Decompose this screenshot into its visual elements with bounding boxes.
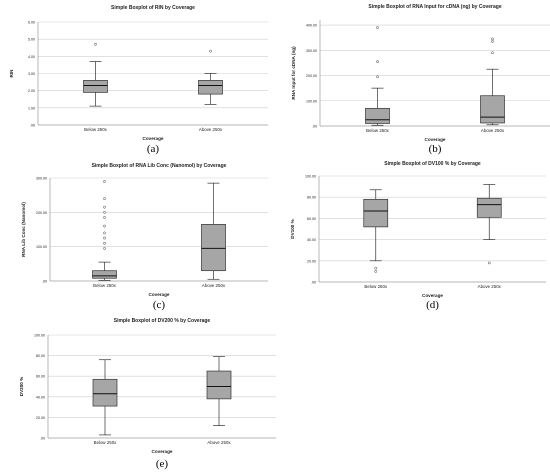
boxplot-panel-5: .00 20.00 40.00 60.00 80.00 100.00 Simple Boxp… — [19, 318, 276, 470]
panel-label: (a) — [147, 143, 160, 155]
outlier-point — [103, 241, 106, 245]
boxplot-panel-2: .00 100.00 200.00 300.00 400.00 Simple Boxplo… — [291, 4, 550, 155]
chart-title: Simple Boxplot of DV200 % by Coverage — [114, 318, 211, 324]
y-tick-label: 40.00 — [36, 395, 45, 399]
y-tick-label: 100.00 — [306, 99, 317, 103]
boxplot-panel-1: .00 1.00 2.00 3.00 4.00 5.00 6.00 Simple Boxplo… — [9, 5, 268, 155]
outlier-point — [376, 26, 379, 29]
y-tick-label: 2.00 — [28, 89, 35, 93]
x-tick-label: Above 250x — [199, 127, 223, 132]
y-tick-label: 100.00 — [34, 334, 45, 338]
x-tick-label: Above 250x — [207, 440, 231, 445]
outlier-point — [491, 40, 494, 43]
y-tick-label: 20.00 — [307, 259, 316, 263]
x-tick-label: Above 250x — [478, 284, 502, 289]
panel-label: (b) — [429, 143, 442, 155]
outlier-point — [94, 42, 97, 46]
x-axis-label: Coverage — [422, 293, 443, 298]
x-tick-label: Below 250x — [364, 284, 388, 289]
y-tick-label: 80.00 — [307, 196, 316, 200]
y-tick-label: 5.00 — [28, 38, 35, 42]
y-tick-label: 4.00 — [28, 55, 35, 59]
x-tick-label: Above 250x — [202, 283, 226, 288]
outlier-point — [103, 224, 106, 228]
y-tick-label: .00 — [311, 281, 316, 285]
iqr-box — [83, 80, 108, 93]
x-tick-label: Above 250x — [481, 128, 505, 133]
outlier-point — [491, 37, 494, 41]
boxplot-panel-4: .00 20.00 40.00 60.00 80.00 100.00 Simple Boxp… — [290, 161, 546, 311]
iqr-box — [206, 370, 232, 400]
iqr-box — [92, 378, 118, 407]
panel-label: (d) — [426, 299, 439, 311]
x-tick-label: Below 250x — [93, 283, 117, 288]
outlier-point — [103, 205, 106, 209]
iqr-box — [201, 224, 226, 272]
y-tick-label: 6.00 — [28, 21, 35, 25]
outlier-point — [376, 60, 379, 63]
outlier-point — [103, 231, 106, 235]
chart-title: Simple Boxplot of DV100 % by Coverage — [384, 161, 481, 167]
y-tick-label: 60.00 — [307, 217, 316, 221]
outlier-point — [103, 210, 106, 214]
x-axis-label: Coverage — [149, 292, 170, 297]
outlier-point — [374, 270, 378, 273]
y-axis-label: DV100 % — [290, 219, 295, 238]
outlier-point — [491, 51, 494, 55]
iqr-box — [92, 270, 117, 279]
panel-label: (e) — [156, 458, 169, 470]
outlier-point — [103, 247, 106, 250]
y-tick-label: 1.00 — [28, 106, 35, 110]
y-axis-label: DV200 % — [19, 377, 24, 396]
chart-title: Simple Boxplot of RNA Input for cDNA (ng… — [368, 4, 501, 10]
outlier-point — [487, 261, 491, 265]
y-tick-label: .00 — [30, 124, 35, 128]
x-axis-label: Coverage — [143, 136, 164, 141]
y-axis-label: RIN — [9, 69, 14, 78]
boxplot-panel-3: .00 100.00 200.00 300.00 Simple Boxplot of R… — [21, 163, 268, 311]
y-tick-label: .00 — [312, 125, 317, 129]
y-tick-label: 200.00 — [36, 211, 47, 215]
x-axis-label: Coverage — [425, 137, 446, 142]
outlier-point — [103, 180, 106, 183]
y-tick-label: 20.00 — [36, 416, 45, 420]
y-tick-label: 100.00 — [36, 245, 47, 249]
x-tick-label: Below 250x — [84, 127, 108, 132]
chart-title: Simple Boxplot of RIN by Coverage — [111, 5, 195, 11]
x-tick-label: Below 250x — [366, 128, 390, 133]
x-tick-label: Below 250x — [94, 440, 118, 445]
outlier-point — [374, 266, 378, 270]
chart-title: Simple Boxplot of RNA Lib Conc (Nanomol)… — [92, 163, 227, 169]
y-tick-label: 300.00 — [306, 49, 317, 53]
outlier-point — [103, 236, 106, 240]
y-tick-label: 200.00 — [306, 74, 317, 78]
iqr-box — [476, 197, 502, 218]
iqr-box — [363, 198, 389, 228]
y-tick-label: 400.00 — [306, 24, 317, 28]
y-axis-label: RNA Input for cDNA (ng) — [291, 46, 296, 100]
y-axis-label: RNA Lib Conc (Nanomol) — [21, 202, 26, 257]
outlier-point — [376, 75, 379, 79]
y-tick-label: 100.00 — [305, 175, 316, 179]
outlier-point — [103, 216, 106, 219]
y-tick-label: 60.00 — [36, 375, 45, 379]
x-axis-label: Coverage — [152, 449, 173, 454]
y-tick-label: 3.00 — [28, 72, 35, 76]
iqr-box — [480, 95, 505, 124]
y-tick-label: 80.00 — [36, 354, 45, 358]
y-tick-label: 40.00 — [307, 238, 316, 242]
panel-label: (c) — [153, 299, 166, 311]
y-tick-label: .00 — [40, 437, 45, 441]
iqr-box — [198, 80, 223, 95]
iqr-box — [365, 107, 390, 124]
y-tick-label: 300.00 — [36, 177, 47, 181]
outlier-point — [209, 49, 212, 53]
y-tick-label: .00 — [42, 280, 47, 284]
outlier-point — [103, 197, 106, 200]
